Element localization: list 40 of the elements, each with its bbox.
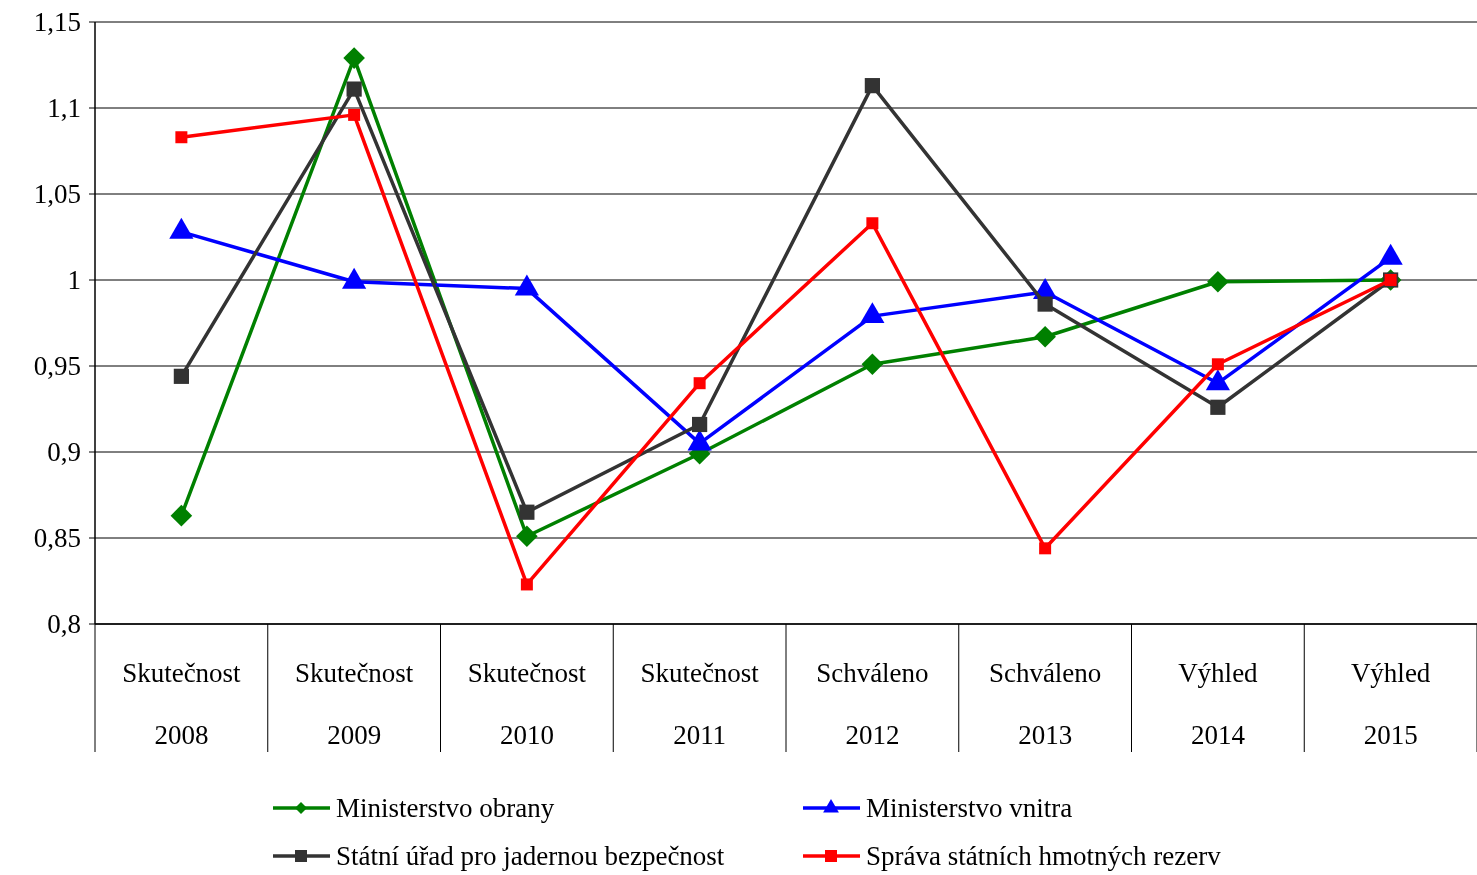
point: [1207, 270, 1229, 293]
point: [173, 368, 189, 384]
legend-label: Ministerstvo vnitra: [866, 793, 1073, 824]
x-tick-label: Schváleno 2013: [988, 658, 1102, 750]
point: [866, 217, 879, 230]
y-tick-label: 1,15: [33, 7, 81, 38]
point: [519, 504, 535, 520]
legend-label: Ministerstvo obrany: [336, 793, 555, 824]
legend-label: Správa státních hmotných rezerv: [866, 841, 1222, 872]
x-tick-label: Skutečnost 2010: [467, 658, 587, 750]
y-tick-label: 0,8: [47, 609, 81, 640]
point: [170, 504, 193, 527]
point: [520, 578, 533, 591]
point: [693, 377, 706, 390]
point: [1210, 399, 1226, 415]
x-tick-label: Skutečnost 2011: [640, 658, 760, 750]
y-tick-label: 0,85: [33, 523, 81, 554]
point: [861, 353, 884, 376]
point: [1211, 358, 1224, 371]
x-tick-label: Schváleno 2012: [816, 658, 929, 750]
y-tick-label: 1,1: [47, 93, 81, 124]
x-tick-label: Skutečnost 2008: [122, 658, 242, 750]
point: [1037, 296, 1053, 312]
legend-label: Státní úřad pro jadernou bezpečnost: [336, 841, 725, 872]
point: [348, 108, 361, 121]
point: [343, 47, 365, 69]
point: [692, 416, 708, 433]
y-tick-label: 1,05: [33, 179, 81, 210]
point: [516, 525, 538, 548]
x-tick-label: Výhled 2014: [1178, 658, 1259, 750]
point: [1034, 325, 1056, 348]
x-tick-label: Výhled 2015: [1350, 658, 1431, 750]
y-tick-label: 0,9: [47, 437, 81, 468]
x-tick-label: Skutečnost 2009: [294, 658, 414, 750]
y-tick-label: 0,95: [33, 351, 81, 382]
point: [175, 131, 188, 144]
y-tick-label: 1: [67, 265, 81, 296]
point: [1039, 542, 1052, 555]
point: [864, 78, 880, 94]
point: [346, 81, 362, 97]
